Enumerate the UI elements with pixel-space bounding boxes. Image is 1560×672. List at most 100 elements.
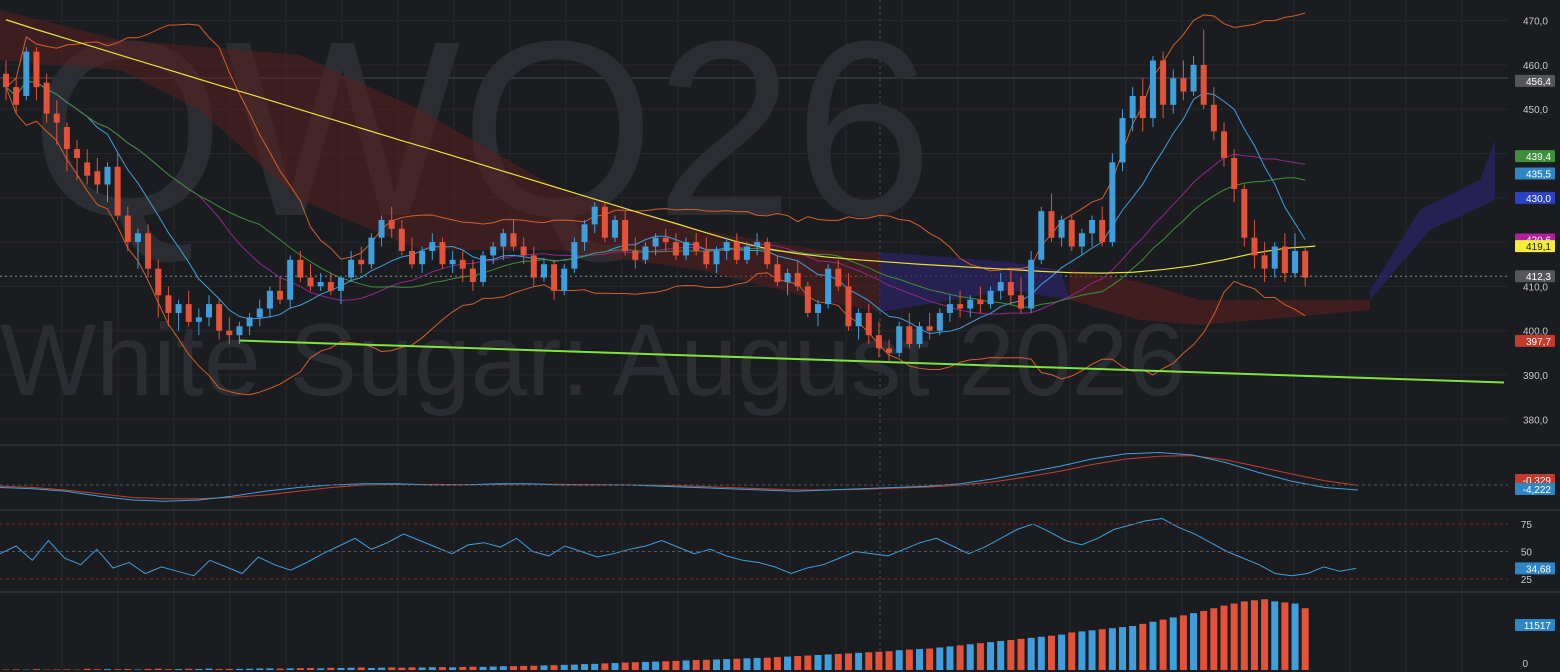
candle[interactable] <box>612 215 618 243</box>
candle[interactable] <box>1109 153 1116 247</box>
candle[interactable] <box>1089 215 1096 247</box>
candle[interactable] <box>439 237 446 269</box>
candle[interactable] <box>33 47 40 101</box>
candle[interactable] <box>825 264 832 309</box>
candle[interactable] <box>652 233 659 256</box>
candle[interactable] <box>226 317 233 344</box>
candle[interactable] <box>84 149 91 185</box>
candle[interactable] <box>195 308 202 336</box>
candle[interactable] <box>906 312 913 349</box>
candle[interactable] <box>1078 228 1085 256</box>
candle[interactable] <box>185 290 192 327</box>
candle[interactable] <box>875 321 882 358</box>
candle[interactable] <box>886 339 893 362</box>
candle[interactable] <box>165 286 172 327</box>
candle[interactable] <box>1028 250 1035 313</box>
candle[interactable] <box>571 237 578 274</box>
candle[interactable] <box>601 202 608 243</box>
candle[interactable] <box>368 233 375 269</box>
candle[interactable] <box>957 290 964 318</box>
candle[interactable] <box>1018 277 1024 313</box>
candle[interactable] <box>855 308 862 340</box>
candle[interactable] <box>1129 87 1136 132</box>
candle[interactable] <box>865 304 872 344</box>
candle[interactable] <box>662 228 669 251</box>
candle[interactable] <box>946 295 953 322</box>
candle[interactable] <box>500 228 507 260</box>
candle[interactable] <box>967 295 974 318</box>
candle[interactable] <box>307 264 314 291</box>
candle[interactable] <box>784 268 791 296</box>
candle[interactable] <box>43 73 50 123</box>
candle[interactable] <box>1190 56 1197 96</box>
candle[interactable] <box>378 215 385 247</box>
candle[interactable] <box>94 157 101 194</box>
candle[interactable] <box>449 250 456 274</box>
candle[interactable] <box>1048 193 1055 243</box>
candle[interactable] <box>1200 29 1207 110</box>
candle[interactable] <box>1038 206 1045 265</box>
candle[interactable] <box>348 250 355 282</box>
candle[interactable] <box>764 237 771 269</box>
candle[interactable] <box>134 228 141 269</box>
candle[interactable] <box>774 255 781 287</box>
candle[interactable] <box>13 78 20 114</box>
candle[interactable] <box>794 259 801 291</box>
candle[interactable] <box>1271 242 1278 278</box>
candle[interactable] <box>632 237 639 269</box>
candle[interactable] <box>337 277 344 305</box>
candle[interactable] <box>287 255 294 309</box>
candle[interactable] <box>703 237 710 269</box>
candle[interactable] <box>804 281 811 318</box>
candle[interactable] <box>429 233 436 260</box>
candle[interactable] <box>1231 149 1238 203</box>
candle[interactable] <box>256 299 263 327</box>
candle[interactable] <box>206 295 212 327</box>
candle[interactable] <box>987 286 994 309</box>
candle[interactable] <box>1261 242 1268 282</box>
candle[interactable] <box>642 242 649 265</box>
candle[interactable] <box>53 100 60 145</box>
candle[interactable] <box>388 206 395 238</box>
candle[interactable] <box>398 219 405 256</box>
candle[interactable] <box>145 224 152 278</box>
candle[interactable] <box>1251 219 1258 269</box>
candle[interactable] <box>23 47 30 101</box>
candle[interactable] <box>1160 51 1167 119</box>
candle[interactable] <box>490 242 497 265</box>
candle[interactable] <box>419 246 426 274</box>
candle[interactable] <box>1210 87 1217 141</box>
candle[interactable] <box>1221 122 1227 167</box>
candle[interactable] <box>297 250 304 282</box>
candle[interactable] <box>936 308 943 336</box>
candle[interactable] <box>104 162 111 203</box>
candle[interactable] <box>1007 268 1014 305</box>
candle[interactable] <box>216 299 223 340</box>
candle[interactable] <box>469 259 476 291</box>
candle[interactable] <box>175 299 182 331</box>
candle[interactable] <box>1058 215 1065 247</box>
candle[interactable] <box>622 211 629 256</box>
candle[interactable] <box>520 237 527 265</box>
candle[interactable] <box>124 206 131 251</box>
candle[interactable] <box>317 273 324 291</box>
candle[interactable] <box>1241 184 1248 247</box>
candlesticks[interactable] <box>3 29 1309 362</box>
candle[interactable] <box>672 233 679 260</box>
candle[interactable] <box>845 273 852 331</box>
candle[interactable] <box>510 219 517 251</box>
candle[interactable] <box>693 233 700 256</box>
candle[interactable] <box>1119 109 1126 172</box>
candle[interactable] <box>530 246 537 287</box>
candle[interactable] <box>277 277 284 305</box>
candle[interactable] <box>327 273 334 296</box>
candle[interactable] <box>683 237 690 260</box>
candle[interactable] <box>815 299 821 327</box>
candle[interactable] <box>1170 69 1177 114</box>
candle[interactable] <box>743 242 750 265</box>
candle[interactable] <box>733 233 740 265</box>
candle[interactable] <box>155 259 162 318</box>
candle[interactable] <box>480 250 487 287</box>
candle[interactable] <box>114 153 121 220</box>
candle[interactable] <box>997 273 1004 300</box>
